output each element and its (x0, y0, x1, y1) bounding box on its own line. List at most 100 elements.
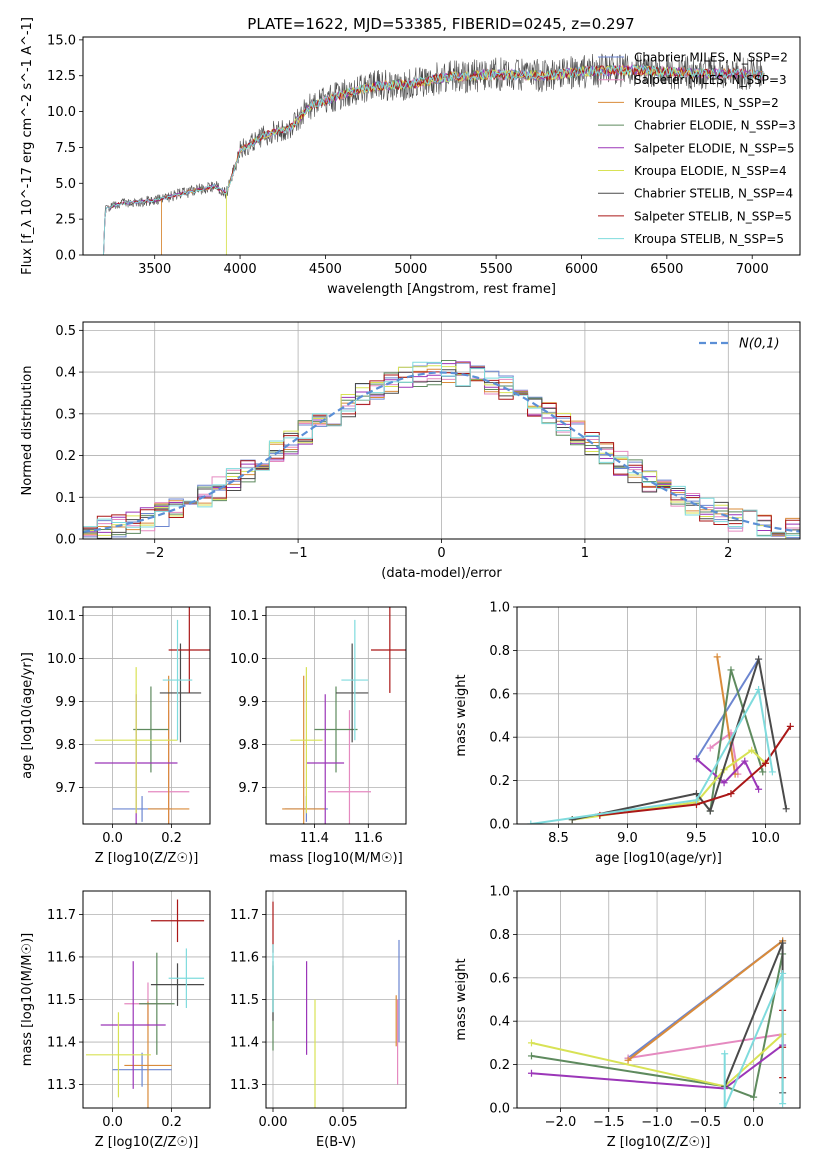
marker-point (624, 1056, 632, 1064)
x-tick-label: −1 (289, 546, 308, 561)
axes-weight-vs-Z: −2.0 −1.5 −1.0 −0.5 0.0 0.0 0.2 0.4 0.6 0.8 1.0 Z [… (454, 885, 801, 1150)
x-tick-label: 10.0 (751, 831, 780, 846)
x-tick-label: 7000 (736, 262, 769, 277)
marker-point (721, 1104, 729, 1108)
axes-frame (516, 890, 801, 1109)
plot-area (85, 899, 205, 1108)
y-tick-label: 9.8 (238, 738, 259, 753)
y-tick-label: 0.5 (55, 324, 76, 339)
y-tick-label: 9.9 (55, 695, 76, 710)
y-axis-label: Flux [f_λ 10^-17 erg cm^-2 s^-1 A^-1] (20, 17, 35, 275)
spectrum-line-1 (103, 63, 764, 255)
marker-point (768, 768, 776, 776)
y-tick-label: 10.0 (47, 105, 76, 120)
marker-point (727, 790, 735, 798)
legend-entry: Chabrier MILES, N_SSP=2 (634, 51, 788, 65)
weight-line-5 (572, 749, 767, 821)
y-tick-label: 1.0 (489, 601, 510, 616)
marker-point (721, 1050, 729, 1058)
axes-mass-vs-Z: 0.0 0.2 11.3 11.4 11.5 11.6 11.7 Z [log10(Z/Z☉)… (20, 890, 211, 1150)
x-tick-label: 0.0 (743, 1115, 764, 1130)
marker-point (741, 757, 749, 765)
y-tick-label: 0.1 (55, 491, 76, 506)
axes-frame (82, 36, 801, 256)
figure-title: PLATE=1622, MJD=53385, FIBERID=0245, z=0… (247, 15, 634, 33)
y-tick-label: 0.4 (489, 1015, 510, 1030)
legend-spectrum: Chabrier MILES, N_SSP=2 Salpeter MILES, N… (598, 51, 796, 246)
marker-point (527, 1052, 535, 1060)
weight-line-8 (723, 972, 784, 1108)
axes-spectrum: 3500 4000 4500 5000 5500 6000 6500 7000 0.0 2.5 5.… (20, 17, 801, 297)
plot-area (83, 360, 800, 539)
weight-line-8 (530, 688, 774, 824)
x-tick-label: 0.00 (259, 1115, 288, 1130)
marker-point (782, 805, 790, 813)
axes-frame (516, 606, 801, 825)
y-tick-label: 11.6 (47, 950, 76, 965)
axes-mass-vs-EBV: 0.00 0.05 11.3 11.4 11.5 11.6 11.7 E(B-V) (230, 890, 407, 1150)
x-tick-label: 0 (437, 546, 445, 561)
marker-point (748, 746, 756, 754)
x-tick-label: 4500 (309, 262, 342, 277)
x-tick-label: 9.5 (686, 831, 707, 846)
marker-point (759, 768, 767, 776)
y-tick-label: 9.9 (238, 695, 259, 710)
x-tick-label: 2 (724, 546, 732, 561)
marker-point (720, 779, 728, 787)
y-tick-label: 9.7 (55, 781, 76, 796)
legend-entry: Salpeter ELODIE, N_SSP=5 (634, 141, 795, 155)
x-tick-label: −2.0 (545, 1115, 577, 1130)
legend-residuals: N(0,1) (699, 337, 780, 352)
marker-point (692, 755, 700, 763)
marker-point (755, 685, 763, 693)
weight-line-2 (716, 656, 737, 775)
marker-point (727, 666, 735, 674)
marker-point (755, 785, 763, 793)
y-tick-label: 11.6 (230, 950, 259, 965)
y-axis-label: age [log10(age/yr)] (20, 652, 35, 779)
y-tick-label: 10.1 (230, 609, 259, 624)
marker-point (713, 653, 721, 661)
weight-line-3 (531, 953, 784, 1099)
legend-entry: Salpeter MILES, N_SSP=3 (634, 73, 787, 87)
x-axis-label: Z [log10(Z/Z☉)] (95, 851, 199, 866)
marker-point (706, 744, 714, 752)
x-tick-label: −1.5 (593, 1115, 625, 1130)
plot-area (272, 901, 400, 1108)
y-tick-label: 15.0 (47, 33, 76, 48)
x-axis-label: (data-model)/error (381, 566, 502, 581)
marker-point (527, 820, 535, 824)
marker-point (527, 1039, 535, 1047)
spectrum-line-7 (103, 65, 764, 255)
plot-area (282, 607, 406, 824)
x-tick-label: 5000 (394, 262, 427, 277)
y-tick-label: 11.7 (47, 908, 76, 923)
y-axis-label: Normed distribution (20, 366, 35, 496)
y-tick-label: 0.2 (489, 774, 510, 789)
marker-point (755, 655, 763, 663)
y-tick-label: 0.8 (489, 644, 510, 659)
spectrum-line-5 (225, 65, 715, 255)
y-tick-label: 0.2 (55, 449, 76, 464)
y-tick-label: 0.6 (489, 687, 510, 702)
x-axis-label: age [log10(age/yr)] (595, 851, 722, 866)
weight-line-1 (627, 1033, 783, 1060)
x-axis-label: Z [log10(Z/Z☉)] (95, 1135, 199, 1150)
legend-entry: N(0,1) (739, 337, 780, 352)
plots: 3500 4000 4500 5000 5500 6000 6500 7000 0.0 2.5 5.… (20, 17, 801, 1150)
marker-point (761, 759, 769, 767)
y-tick-label: 0.0 (489, 1102, 510, 1117)
spectrum-line-3 (103, 64, 764, 255)
weight-line-6 (571, 658, 788, 821)
y-tick-label: 11.5 (47, 993, 76, 1008)
axes-age-vs-mass: 11.4 11.6 9.7 9.8 9.9 10.0 10.1 mass [log10(M/M… (230, 606, 407, 866)
y-tick-label: 10.1 (47, 609, 76, 624)
y-tick-label: 1.0 (489, 885, 510, 900)
axes-age-vs-Z: 0.0 0.2 9.7 9.8 9.9 10.0 10.1 Z [log10(Z/Z☉)] ag… (20, 606, 211, 866)
marker-point (750, 1093, 758, 1101)
x-tick-label: 6000 (565, 262, 598, 277)
spectrum-line-8 (103, 64, 764, 255)
axes-residuals: −2 −1 0 1 2 0.0 0.1 0.2 0.3 0.4 0.5 (data-model)/er… (20, 321, 801, 581)
x-tick-label: 4000 (224, 262, 257, 277)
x-tick-label: −1.0 (641, 1115, 673, 1130)
